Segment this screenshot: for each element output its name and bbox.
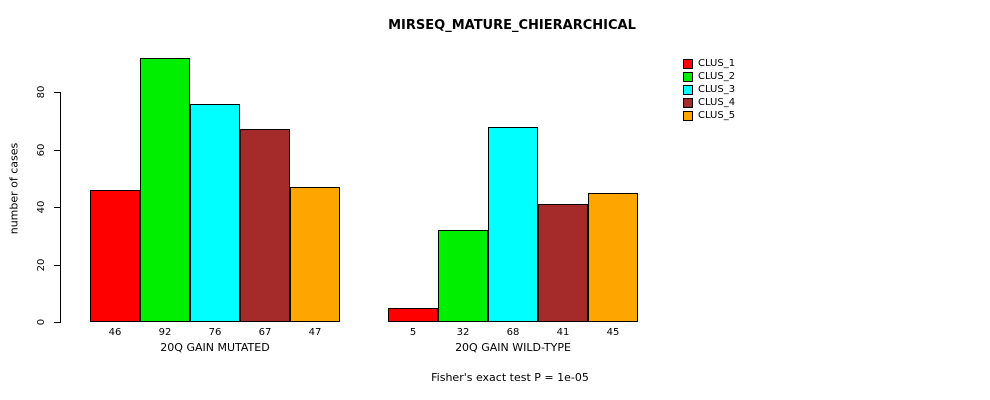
y-axis-tick-label: 20 (36, 258, 47, 271)
legend-item-clus_2: CLUS_2 (683, 71, 735, 83)
legend-item-clus_5: CLUS_5 (683, 110, 735, 122)
x-group-label-wild-type: 20Q GAIN WILD-TYPE (455, 341, 571, 354)
bar-value-label: 47 (308, 327, 322, 338)
bar-value-label: 32 (456, 327, 470, 338)
bar-value-label: 41 (556, 327, 570, 338)
bar-value-label: 68 (506, 327, 520, 338)
legend-label: CLUS_3 (698, 84, 736, 95)
legend-label: CLUS_1 (698, 58, 736, 69)
bar-value-label: 45 (606, 327, 620, 338)
bar-value-label: 5 (409, 327, 417, 338)
y-axis-line (60, 92, 61, 323)
bar-value-label: 46 (108, 327, 122, 338)
bar-clus_4 (240, 129, 290, 322)
bar-clus_2 (140, 57, 190, 322)
y-axis-tick (54, 149, 60, 151)
y-axis-tick-label: 40 (36, 200, 47, 214)
y-axis-tick-label: 0 (36, 318, 47, 326)
bar-clus_3 (488, 126, 538, 322)
bar-clus_4 (538, 204, 588, 322)
legend-swatch-icon (683, 59, 693, 69)
y-axis-tick (54, 264, 60, 266)
legend-swatch-icon (683, 72, 693, 82)
y-axis-tick (54, 322, 60, 323)
y-axis-tick (54, 207, 60, 208)
bar-value-label: 92 (158, 327, 172, 338)
legend-label: CLUS_5 (698, 110, 736, 121)
y-axis-tick-label: 60 (36, 143, 47, 156)
bar-clus_2 (438, 230, 488, 322)
bar-clus_1 (388, 307, 438, 322)
bar-clus_3 (190, 103, 240, 322)
x-group-label-mutated: 20Q GAIN MUTATED (160, 341, 270, 354)
y-axis-tick (54, 92, 60, 93)
legend: CLUS_1 CLUS_2 CLUS_3 CLUS_4 CLUS_5 (683, 58, 735, 123)
y-axis-tick-label: 80 (36, 85, 47, 99)
y-axis-label: number of cases (7, 142, 21, 235)
legend-label: CLUS_4 (698, 97, 736, 108)
bar-value-label: 76 (208, 327, 222, 338)
fisher-test-annotation: Fisher's exact test P = 1e-05 (431, 371, 589, 384)
legend-swatch-icon (683, 85, 693, 95)
bar-value-label: 67 (258, 327, 272, 338)
legend-item-clus_4: CLUS_4 (683, 97, 735, 109)
chart-title: MIRSEQ_MATURE_CHIERARCHICAL (388, 18, 636, 33)
bar-clus_5 (290, 186, 340, 322)
legend-swatch-icon (683, 111, 693, 121)
legend-item-clus_3: CLUS_3 (683, 84, 735, 96)
legend-item-clus_1: CLUS_1 (683, 58, 735, 70)
bar-clus_1 (90, 189, 140, 322)
bar-clus_5 (588, 192, 638, 322)
legend-label: CLUS_2 (698, 71, 736, 82)
legend-swatch-icon (683, 98, 693, 108)
